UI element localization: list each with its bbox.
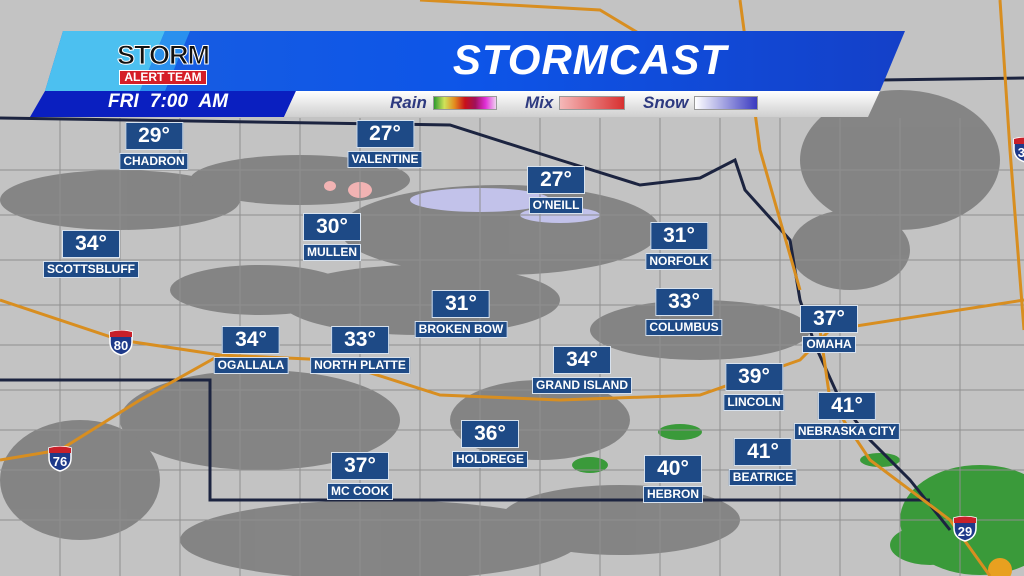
city-temperature: 27°: [527, 166, 585, 194]
city-label: 40° HEBRON: [642, 455, 704, 503]
city-label: 41° NEBRASKA CITY: [793, 392, 901, 440]
interstate-shield-icon: 35: [1012, 136, 1024, 163]
city-temperature: 40°: [643, 455, 702, 483]
city-name: SCOTTSBLUFF: [43, 261, 139, 278]
city-name: LINCOLN: [723, 394, 785, 411]
snow-swatch: [694, 96, 759, 110]
city-label: 39° LINCOLN: [723, 363, 785, 411]
city-label: 31° NORFOLK: [645, 222, 713, 270]
city-label: 27° O'NEILL: [527, 166, 585, 214]
legend-rain: Rain: [390, 93, 497, 113]
city-temperature: 34°: [553, 346, 611, 374]
city-label: 41° BEATRICE: [728, 438, 798, 486]
city-temperature: 37°: [331, 452, 389, 480]
city-temperature: 39°: [724, 363, 783, 391]
city-name: OMAHA: [802, 336, 856, 353]
city-temperature: 41°: [733, 438, 792, 466]
city-label: 34° SCOTTSBLUFF: [43, 230, 139, 278]
interstate-shield-icon: 80: [108, 329, 134, 356]
storm-alert-team-logo: STORM ALERT TEAM: [116, 40, 211, 85]
city-name: CHADRON: [119, 153, 189, 170]
city-label: 34° OGALLALA: [213, 326, 289, 374]
city-temperature: 31°: [431, 290, 490, 318]
city-name: MULLEN: [303, 244, 361, 261]
city-name: NEBRASKA CITY: [793, 423, 901, 440]
city-name: HOLDREGE: [451, 451, 529, 468]
city-label: 37° OMAHA: [800, 305, 858, 353]
rain-swatch: [432, 96, 497, 110]
city-temperature: 31°: [649, 222, 708, 250]
page-title: STORMCAST: [452, 36, 728, 83]
city-temperature: 36°: [460, 420, 519, 448]
city-temperature: 30°: [303, 213, 361, 241]
city-label: 27° VALENTINE: [347, 120, 423, 168]
city-label: 29° CHADRON: [119, 122, 189, 170]
city-label: 34° GRAND ISLAND: [532, 346, 632, 394]
mix-swatch: [559, 96, 626, 110]
header-banner: STORM ALERT TEAM STORMCAST FRI 7:00 AM R…: [0, 0, 1024, 120]
legend-snow: Snow: [643, 93, 759, 113]
city-name: VALENTINE: [347, 151, 423, 168]
city-name: HEBRON: [642, 486, 704, 503]
city-temperature: 29°: [125, 122, 183, 150]
interstate-shield-icon: 29: [952, 515, 978, 542]
city-name: NORFOLK: [645, 253, 713, 270]
city-temperature: 33°: [331, 326, 389, 354]
city-name: BROKEN BOW: [414, 321, 508, 338]
city-label: 31° BROKEN BOW: [414, 290, 508, 338]
city-name: GRAND ISLAND: [532, 377, 632, 394]
legend-mix: Mix: [525, 93, 626, 113]
city-label: 33° COLUMBUS: [645, 288, 723, 336]
city-temperature: 37°: [800, 305, 858, 333]
city-name: BEATRICE: [728, 469, 798, 486]
city-name: MC COOK: [327, 483, 393, 500]
city-label: 36° HOLDREGE: [451, 420, 529, 468]
city-name: O'NEILL: [528, 197, 584, 214]
city-name: OGALLALA: [213, 357, 289, 374]
city-name: COLUMBUS: [645, 319, 723, 336]
city-temperature: 34°: [62, 230, 120, 258]
city-temperature: 41°: [817, 392, 876, 420]
interstate-shield-icon: 76: [47, 445, 73, 472]
city-label: 33° NORTH PLATTE: [310, 326, 410, 374]
forecast-time: FRI 7:00 AM: [108, 91, 229, 112]
city-temperature: 34°: [222, 326, 280, 354]
city-label: 37° MC COOK: [327, 452, 393, 500]
city-label: 30° MULLEN: [303, 213, 361, 261]
city-temperature: 33°: [654, 288, 713, 316]
city-temperature: 27°: [356, 120, 414, 148]
city-name: NORTH PLATTE: [310, 357, 410, 374]
